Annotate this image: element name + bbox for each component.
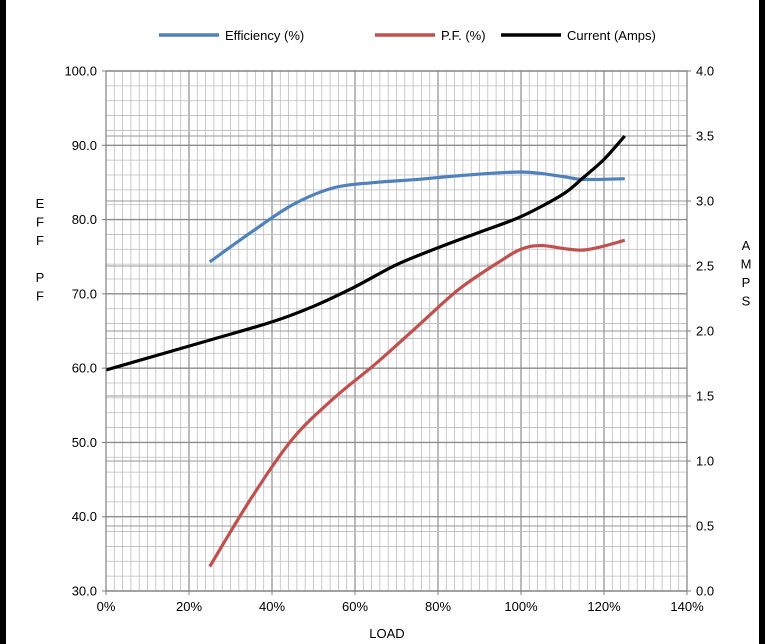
y-left-tick-label: 30.0	[72, 584, 97, 599]
grid	[105, 70, 688, 592]
y-left-tick-label: 50.0	[72, 435, 97, 450]
x-tick-label: 120%	[587, 599, 621, 614]
legend-item-current-amps: Current (Amps)	[501, 28, 656, 43]
y-left-axis-label-letter: F	[36, 289, 44, 304]
y-left-tick-label: 60.0	[72, 361, 97, 376]
legend: Efficiency (%) P.F. (%) Current (Amps)	[159, 28, 656, 43]
series-line-current-amps	[105, 134, 626, 372]
y-right-tick-label: 2.0	[696, 324, 714, 339]
y-right-axis-label-letter: S	[742, 294, 751, 309]
legend-label: Efficiency (%)	[225, 28, 304, 43]
series-line-p-f	[208, 238, 626, 568]
y-left-axis-label-letter: P	[36, 270, 45, 285]
x-tick-label: 20%	[176, 599, 202, 614]
y-right-tick-label: 0.0	[696, 584, 714, 599]
x-tick-label: 80%	[425, 599, 451, 614]
series-line-efficiency	[208, 170, 625, 264]
y-left-tick-label: 100.0	[64, 64, 97, 79]
y-right-tick-label: 2.5	[696, 259, 714, 274]
legend-label: Current (Amps)	[567, 28, 656, 43]
y-right-tick-label: 3.0	[696, 194, 714, 209]
line-chart: 0% 20% 40% 60% 80% 100% 120% 140% 30.0 40.0 50.0 60…	[36, 28, 752, 641]
y-left-tick-label: 80.0	[72, 212, 97, 227]
x-tick-label: 0%	[97, 599, 116, 614]
x-tick-label: 100%	[504, 599, 538, 614]
y-left-tick-label: 40.0	[72, 509, 97, 524]
x-tick-label: 140%	[670, 599, 704, 614]
x-tick-label: 60%	[342, 599, 368, 614]
legend-item-p-f: P.F. (%)	[375, 28, 486, 43]
y-left-axis-label-letter: E	[36, 196, 45, 211]
y-left-tick-label: 70.0	[72, 286, 97, 301]
y-right-tick-label: 1.0	[696, 454, 714, 469]
series-lines	[105, 134, 626, 568]
x-tick-label: 40%	[259, 599, 285, 614]
y-right-tick-label: 1.5	[696, 389, 714, 404]
legend-label: P.F. (%)	[441, 28, 486, 43]
y-right-axis-label-letter: A	[742, 238, 751, 253]
legend-item-efficiency: Efficiency (%)	[159, 28, 304, 43]
y-right-tick-label: 4.0	[696, 64, 714, 79]
axes: 0% 20% 40% 60% 80% 100% 120% 140% 30.0 40.0 50.0 60…	[36, 64, 752, 615]
y-right-tick-label: 0.5	[696, 519, 714, 534]
y-left-axis-label-letter: F	[36, 233, 44, 248]
y-right-axis-label-letter: P	[742, 275, 751, 290]
y-left-axis-label-letter: F	[36, 215, 44, 230]
y-right-tick-label: 3.5	[696, 129, 714, 144]
y-right-axis-label-letter: M	[741, 257, 752, 272]
y-left-tick-label: 90.0	[72, 138, 97, 153]
x-axis-label: LOAD	[369, 626, 404, 641]
